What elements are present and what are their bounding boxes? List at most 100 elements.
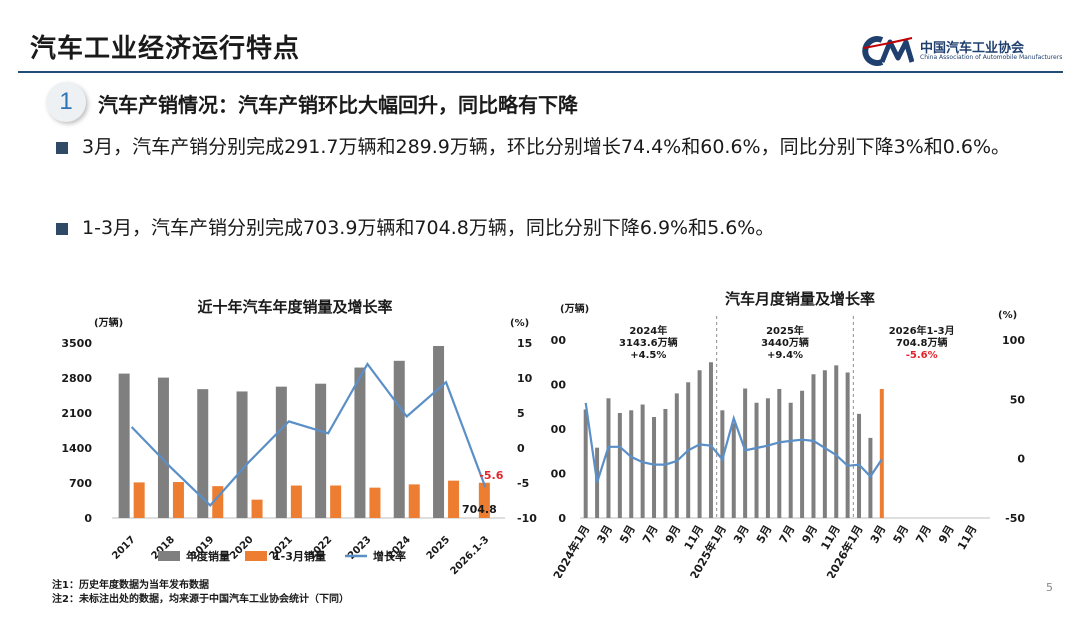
period-summary-label: 2024年	[629, 324, 667, 337]
y-tick-label: 200	[550, 423, 566, 436]
footnote: 注2：未标注出处的数据，均来源于中国汽车工业协会统计（下同）	[52, 594, 349, 605]
annual-sales-bar	[393, 360, 405, 518]
y2-tick-label: -5	[517, 477, 529, 490]
monthly-sales-bar	[583, 409, 588, 518]
legend-swatch-annual	[158, 551, 180, 561]
q1-sales-bar	[290, 485, 302, 518]
bullet-item: 3月，汽车产销分别完成291.7万辆和289.9万辆，环比分别增长74.4%和6…	[56, 130, 1046, 164]
y2-tick-label: 5	[517, 407, 525, 420]
y2-tick-label: 100	[1002, 334, 1025, 347]
x-tick-label: 7月	[913, 523, 934, 546]
monthly-sales-bar	[606, 398, 611, 518]
q1-sales-bar	[408, 484, 420, 518]
y-tick-label: 100	[550, 468, 566, 481]
page-title: 汽车工业经济运行特点	[30, 34, 301, 64]
x-tick-label: 2024年1月	[550, 523, 592, 579]
legend-label: 年度销量	[186, 549, 230, 563]
chart-title: 近十年汽车年度销量及增长率	[197, 298, 392, 316]
monthly-sales-bar	[743, 388, 748, 518]
monthly-sales-bar	[708, 362, 713, 518]
data-label-growth: -5.6	[479, 469, 503, 482]
q1-sales-bar	[478, 482, 490, 518]
y-tick-label: 0	[558, 512, 566, 525]
section-title: 汽车产销情况：汽车产销环比大幅回升，同比略有下降	[98, 93, 578, 117]
x-tick-label: 2026.1-3	[449, 534, 492, 577]
y2-tick-label: 10	[517, 372, 533, 385]
x-tick-label: 7月	[777, 523, 798, 546]
bullet-item: 1-3月，汽车产销分别完成703.9万辆和704.8万辆，同比分别下降6.9%和…	[56, 211, 1046, 245]
y-tick-label: 0	[84, 512, 92, 525]
monthly-sales-bar	[595, 447, 600, 518]
period-summary-label: 2025年	[766, 324, 804, 337]
x-tick-label: 3月	[731, 523, 752, 546]
caam-logo-mark-icon	[862, 36, 914, 66]
annual-sales-bar	[157, 377, 169, 518]
x-tick-label: 9月	[663, 523, 684, 546]
monthly-sales-bar	[777, 388, 782, 518]
monthly-sales-bar	[811, 374, 816, 518]
monthly-sales-bar	[674, 393, 679, 518]
x-tick-label: 3月	[594, 523, 615, 546]
annual-sales-bar	[197, 389, 209, 518]
annual-sales-bar	[275, 386, 287, 518]
x-tick-label: 9月	[799, 523, 820, 546]
y-axis-label: (万辆)	[94, 316, 123, 329]
chart-title: 汽车月度销量及增长率	[725, 290, 875, 308]
x-tick-label: 2017	[110, 534, 137, 561]
y-tick-label: 400	[550, 334, 566, 347]
y2-tick-label: -50	[1005, 512, 1025, 525]
q1-sales-bar	[251, 499, 263, 518]
annual-sales-bar	[118, 373, 130, 518]
monthly-sales-bar	[822, 370, 827, 518]
period-summary-label: 3440万辆	[761, 336, 809, 349]
x-tick-label: 5月	[617, 523, 638, 546]
legend-label: 1-3月销量	[273, 549, 326, 563]
y-axis-label: (万辆)	[560, 302, 589, 315]
monthly-sales-bar	[765, 398, 770, 518]
period-summary-label: -5.6%	[906, 350, 938, 361]
y-tick-label: 1400	[61, 442, 92, 455]
monthly-growth-line	[584, 402, 883, 483]
y2-tick-label: 50	[1010, 393, 1026, 406]
period-summary-label: 704.8万辆	[896, 336, 948, 349]
page-number: 5	[1046, 581, 1053, 594]
x-tick-label: 3月	[868, 523, 889, 546]
y2-axis-label: (%)	[998, 310, 1017, 321]
x-tick-label: 2023	[346, 534, 373, 561]
period-summary-label: +9.4%	[767, 350, 803, 361]
annual-sales-bar	[354, 367, 366, 518]
legend-label: 增长率	[373, 549, 406, 563]
q1-sales-bar	[448, 480, 460, 518]
annual-sales-bar	[236, 391, 248, 518]
monthly-sales-bar	[788, 402, 793, 518]
y-tick-label: 300	[550, 379, 566, 392]
monthly-sales-bar	[629, 410, 634, 518]
x-tick-label: 5月	[891, 523, 912, 546]
y-tick-label: 3500	[61, 337, 92, 350]
period-summary-label: 3143.6万辆	[619, 336, 678, 349]
monthly-sales-bar	[754, 402, 759, 518]
square-bullet-icon	[56, 142, 68, 154]
monthly-sales-bar	[652, 416, 657, 518]
y2-tick-label: 0	[1017, 453, 1025, 466]
monthly-sales-bar	[720, 410, 725, 518]
data-label-sales: 704.8	[462, 503, 497, 516]
x-tick-label: 11月	[955, 523, 979, 552]
logo-text-cn: 中国汽车工业协会	[920, 41, 1025, 56]
annual-sales-bar	[433, 346, 445, 518]
annual-sales-bar	[315, 383, 327, 518]
y2-tick-label: 15	[517, 337, 532, 350]
y-tick-label: 2800	[61, 372, 92, 385]
q1-sales-bar	[369, 487, 381, 518]
annual-sales-chart: 近十年汽车年度销量及增长率 (万辆) (%) -5.6 704.8 0 700 140…	[61, 298, 537, 577]
y2-tick-label: -10	[517, 512, 537, 525]
x-tick-label: 5月	[754, 523, 775, 546]
monthly-sales-bar	[617, 412, 622, 518]
logo-text-en: China Association of Automobile Manufact…	[920, 54, 1063, 61]
monthly-sales-bar	[834, 365, 839, 518]
x-tick-label: 2025	[425, 534, 452, 561]
period-summary-label: +4.5%	[630, 350, 666, 361]
y2-tick-label: 0	[517, 442, 525, 455]
monthly-sales-bar	[800, 390, 805, 518]
y-tick-label: 700	[69, 477, 92, 490]
